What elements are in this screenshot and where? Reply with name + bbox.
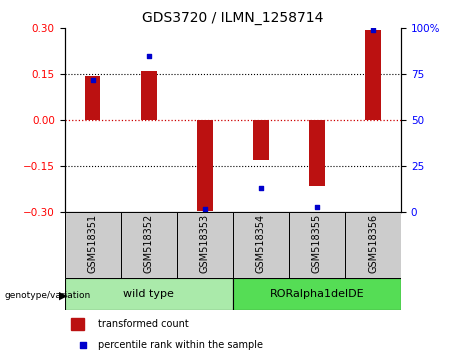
Title: GDS3720 / ILMN_1258714: GDS3720 / ILMN_1258714: [142, 11, 324, 24]
Text: GSM518354: GSM518354: [256, 214, 266, 273]
Point: [313, 204, 321, 210]
Point: [89, 77, 96, 83]
Bar: [177, 212, 233, 278]
Bar: [121, 212, 177, 278]
Text: RORalpha1delDE: RORalpha1delDE: [270, 289, 364, 299]
Bar: [71, 318, 84, 330]
Text: ▶: ▶: [59, 291, 67, 301]
Text: percentile rank within the sample: percentile rank within the sample: [98, 340, 263, 350]
Text: GSM518352: GSM518352: [144, 214, 154, 273]
Text: wild type: wild type: [123, 289, 174, 299]
Bar: [197, 120, 213, 211]
Bar: [309, 120, 325, 186]
Bar: [141, 71, 157, 120]
Text: transformed count: transformed count: [98, 319, 189, 329]
Bar: [253, 120, 269, 160]
Point: [257, 185, 265, 191]
Text: GSM518355: GSM518355: [312, 214, 322, 273]
Bar: [289, 212, 345, 278]
Bar: [345, 212, 401, 278]
Bar: [65, 212, 121, 278]
Bar: [365, 30, 381, 120]
Point: [145, 53, 152, 59]
Text: GSM518353: GSM518353: [200, 214, 210, 273]
Point: [201, 206, 208, 212]
Point: [369, 27, 377, 33]
Text: genotype/variation: genotype/variation: [5, 291, 91, 300]
Bar: [65, 278, 233, 310]
Bar: [233, 278, 401, 310]
Text: GSM518356: GSM518356: [368, 214, 378, 273]
Bar: [85, 76, 100, 120]
Bar: [233, 212, 289, 278]
Point: [79, 342, 87, 348]
Text: GSM518351: GSM518351: [88, 214, 98, 273]
